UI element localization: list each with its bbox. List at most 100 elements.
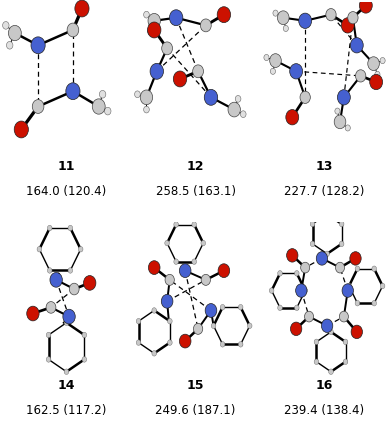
Text: 249.6 (187.1): 249.6 (187.1) <box>155 403 236 416</box>
Circle shape <box>63 310 75 324</box>
Circle shape <box>67 24 79 38</box>
Circle shape <box>136 340 141 345</box>
Text: 162.5 (117.2): 162.5 (117.2) <box>26 403 107 416</box>
Circle shape <box>161 295 173 308</box>
Circle shape <box>380 58 385 64</box>
Circle shape <box>310 242 315 247</box>
Circle shape <box>269 288 274 294</box>
Circle shape <box>310 222 315 227</box>
Circle shape <box>286 110 299 126</box>
Circle shape <box>220 342 225 347</box>
Circle shape <box>140 91 152 105</box>
Circle shape <box>69 284 79 295</box>
Circle shape <box>193 66 203 78</box>
Circle shape <box>173 72 187 88</box>
Circle shape <box>329 369 333 374</box>
Circle shape <box>9 26 22 42</box>
Circle shape <box>136 319 141 324</box>
Circle shape <box>205 304 217 318</box>
Circle shape <box>325 212 330 217</box>
Circle shape <box>368 58 379 72</box>
Circle shape <box>179 334 191 348</box>
Circle shape <box>14 122 29 138</box>
Circle shape <box>343 359 348 365</box>
Circle shape <box>64 369 69 374</box>
Circle shape <box>37 247 42 252</box>
Circle shape <box>167 340 172 345</box>
Circle shape <box>343 339 348 345</box>
Circle shape <box>143 107 149 114</box>
Circle shape <box>192 222 197 228</box>
Circle shape <box>240 112 246 118</box>
Circle shape <box>50 273 62 288</box>
Circle shape <box>300 92 310 104</box>
Circle shape <box>84 276 96 291</box>
Circle shape <box>342 284 353 298</box>
Circle shape <box>339 222 344 227</box>
Circle shape <box>192 259 197 265</box>
Circle shape <box>375 72 380 78</box>
Circle shape <box>152 308 156 314</box>
Circle shape <box>46 332 51 338</box>
Circle shape <box>335 263 344 273</box>
Text: 258.5 (163.1): 258.5 (163.1) <box>156 184 235 197</box>
Circle shape <box>165 275 174 286</box>
Circle shape <box>369 75 383 90</box>
Circle shape <box>68 268 73 273</box>
Circle shape <box>347 284 352 289</box>
Circle shape <box>283 26 289 32</box>
Circle shape <box>372 266 377 272</box>
Circle shape <box>345 126 350 132</box>
Circle shape <box>169 11 183 26</box>
Circle shape <box>372 301 377 306</box>
Circle shape <box>47 226 52 231</box>
Circle shape <box>296 284 307 298</box>
Circle shape <box>179 264 191 278</box>
Text: 12: 12 <box>187 159 204 173</box>
Circle shape <box>339 311 348 322</box>
Circle shape <box>264 55 269 61</box>
Circle shape <box>314 339 319 345</box>
Circle shape <box>194 324 203 334</box>
Circle shape <box>303 288 307 294</box>
Text: 13: 13 <box>316 159 333 173</box>
Circle shape <box>152 351 156 356</box>
Circle shape <box>350 252 361 265</box>
Circle shape <box>273 11 278 17</box>
Circle shape <box>174 259 178 265</box>
Circle shape <box>3 23 9 30</box>
Circle shape <box>294 271 299 276</box>
Circle shape <box>7 42 13 50</box>
Text: 14: 14 <box>58 378 75 391</box>
Circle shape <box>218 264 230 278</box>
Circle shape <box>291 322 302 336</box>
Circle shape <box>217 8 231 23</box>
Circle shape <box>46 357 51 363</box>
Circle shape <box>165 241 169 246</box>
Circle shape <box>149 261 160 275</box>
Circle shape <box>314 359 319 365</box>
Circle shape <box>337 90 350 106</box>
Text: 15: 15 <box>187 378 204 391</box>
Circle shape <box>150 64 163 80</box>
Circle shape <box>239 342 243 347</box>
Circle shape <box>75 1 89 18</box>
Circle shape <box>294 305 299 311</box>
Circle shape <box>64 320 69 326</box>
Circle shape <box>299 14 312 29</box>
Circle shape <box>348 13 358 25</box>
Circle shape <box>301 263 310 273</box>
Circle shape <box>99 91 106 99</box>
Circle shape <box>355 301 360 306</box>
Circle shape <box>325 251 330 257</box>
Circle shape <box>92 100 105 115</box>
Text: 164.0 (120.4): 164.0 (120.4) <box>26 184 107 197</box>
Circle shape <box>220 305 225 310</box>
Circle shape <box>239 305 243 310</box>
Circle shape <box>104 108 111 115</box>
Circle shape <box>27 306 39 321</box>
Circle shape <box>355 266 360 272</box>
Circle shape <box>147 29 153 36</box>
Circle shape <box>201 20 211 33</box>
Circle shape <box>135 92 140 98</box>
